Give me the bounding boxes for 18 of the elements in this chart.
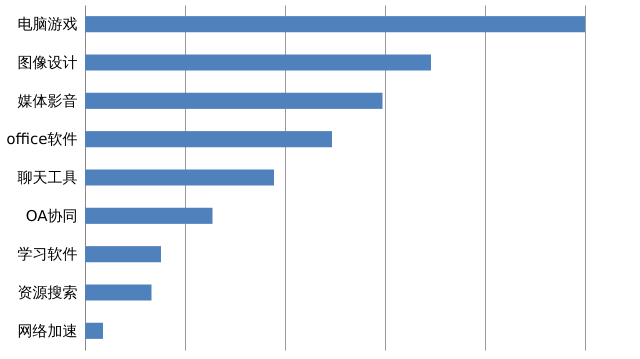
y-tick-label: OA协同 xyxy=(26,206,78,225)
bar xyxy=(85,92,382,109)
bar xyxy=(85,54,431,71)
bar xyxy=(85,322,103,339)
bar xyxy=(85,131,332,148)
y-tick-label: 网络加速 xyxy=(18,322,78,340)
y-tick-label: 电脑游戏 xyxy=(18,15,78,34)
bar xyxy=(85,246,161,262)
bar xyxy=(85,16,585,32)
y-tick-label: 媒体影音 xyxy=(18,92,78,110)
y-tick-label: 学习软件 xyxy=(18,245,78,264)
bar xyxy=(85,169,274,186)
y-tick-label: 资源搜索 xyxy=(18,284,78,302)
y-tick-label: office软件 xyxy=(6,130,78,148)
y-tick-label: 聊天工具 xyxy=(18,168,78,186)
y-tick-label: 图像设计 xyxy=(18,54,78,72)
bar xyxy=(85,284,152,301)
bar xyxy=(85,208,212,224)
